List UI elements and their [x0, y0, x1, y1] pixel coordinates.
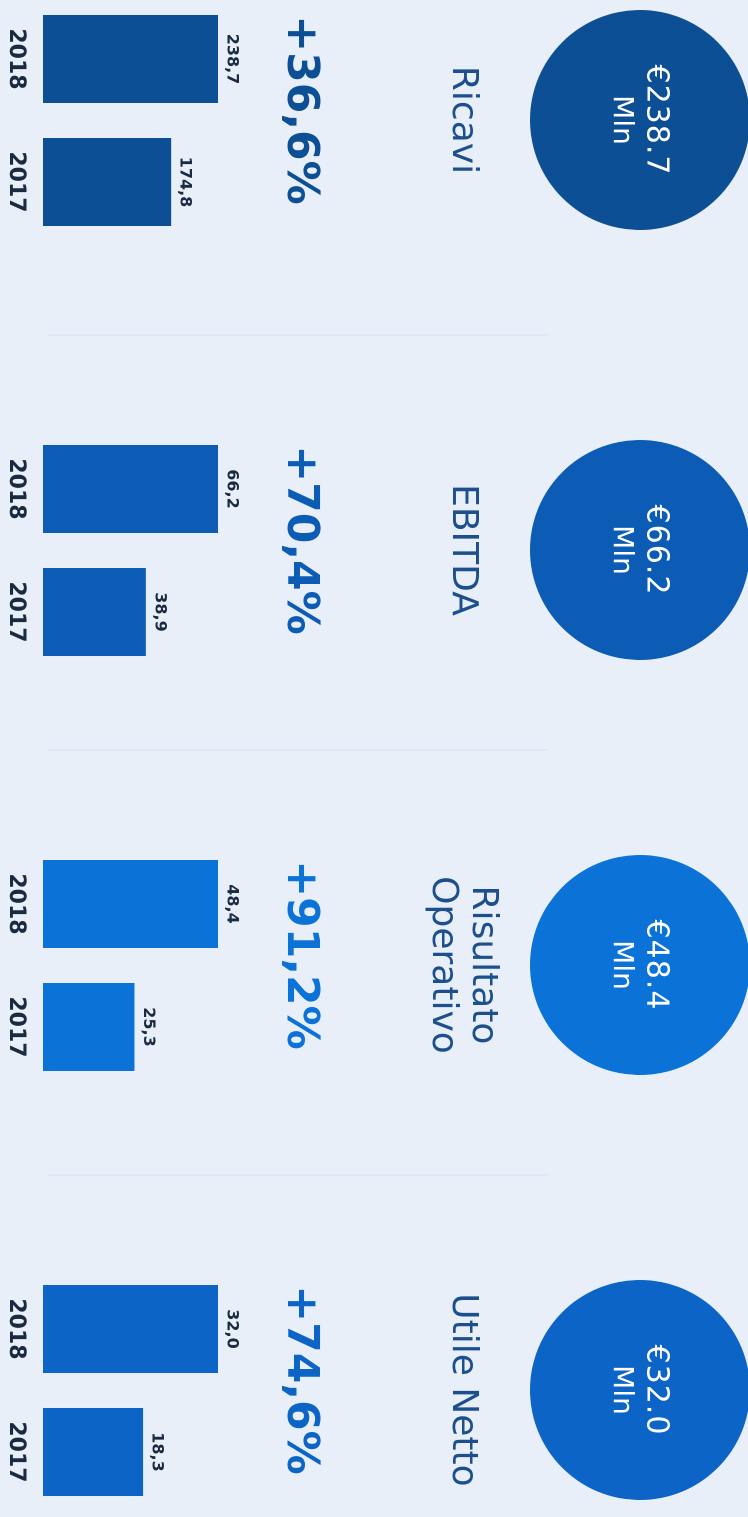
value-circle	[530, 855, 748, 1075]
bar-label: 32,0	[224, 1309, 243, 1348]
unit: Mln	[607, 940, 640, 990]
metric-label: Ricavi	[444, 66, 485, 174]
bar	[43, 1285, 218, 1373]
metric-label: Operativo	[424, 876, 465, 1054]
bar	[43, 1408, 144, 1496]
bar-label: 48,4	[224, 884, 243, 923]
amount: €32.0	[640, 1345, 675, 1436]
bar-label: 238,7	[224, 34, 243, 85]
unit: Mln	[607, 525, 640, 575]
bar	[43, 983, 135, 1071]
year-label: 2017	[4, 581, 29, 642]
bar-label: 66,2	[224, 469, 243, 508]
value-circle	[530, 10, 748, 230]
change: +36,6%	[277, 15, 328, 205]
unit: Mln	[607, 95, 640, 145]
bar-label: 18,3	[149, 1432, 168, 1471]
bar	[43, 860, 218, 948]
change: +74,6%	[277, 1285, 328, 1475]
change: +70,4%	[277, 445, 328, 635]
year-label: 2018	[4, 28, 29, 89]
bar-label: 38,9	[151, 592, 170, 631]
amount: €48.4	[640, 920, 675, 1011]
year-label: 2018	[4, 458, 29, 519]
unit: Mln	[607, 1365, 640, 1415]
bar-label: 25,3	[140, 1007, 159, 1046]
year-label: 2017	[4, 151, 29, 212]
year-label: 2018	[4, 873, 29, 934]
metric-label: Utile Netto	[444, 1293, 485, 1486]
metric-label: EBITDA	[444, 484, 485, 616]
amount: €66.2	[640, 505, 675, 596]
value-circle	[530, 1280, 748, 1500]
value-circle	[530, 440, 748, 660]
change: +91,2%	[277, 860, 328, 1050]
amount: €238.7	[640, 65, 675, 176]
bar	[43, 568, 146, 656]
bar-label: 174,8	[177, 157, 196, 208]
metric-label: Risultato	[464, 886, 505, 1045]
bar	[42, 138, 172, 226]
bar	[43, 15, 218, 103]
year-label: 2017	[4, 996, 29, 1057]
bar	[43, 445, 218, 533]
year-label: 2017	[4, 1421, 29, 1482]
year-label: 2018	[4, 1298, 29, 1359]
